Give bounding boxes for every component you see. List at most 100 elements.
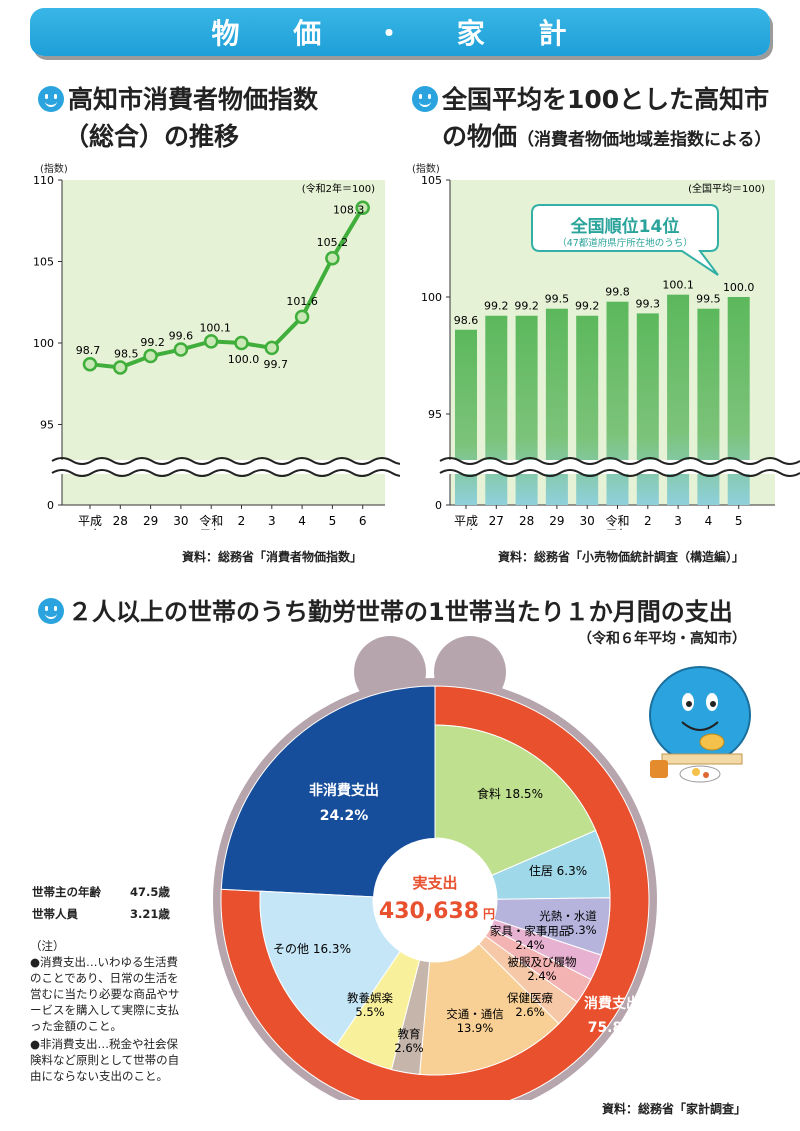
data-label: 99.5 (545, 293, 570, 306)
data-label: 99.2 (140, 336, 165, 349)
bar (576, 315, 599, 505)
household-members-value: 3.21歳 (130, 907, 170, 921)
data-label: 101.6 (286, 295, 318, 308)
right-chart-title-line1: 全国平均を100とした高知市 (442, 85, 770, 114)
right-chart-unit: (指数) (412, 164, 440, 175)
data-label: 98.6 (454, 314, 479, 327)
bar (485, 315, 508, 505)
note-non-consumption: ●非消費支出…税金や社会保険料など原則として世帯の自由にならない支出のこと。 (30, 1037, 180, 1083)
x-tick-label: 元年 (605, 528, 629, 530)
left-chart-source: 資料：総務省「消費者物価指数」 (182, 550, 363, 564)
right-chart-title-sub: （消費者物価地域差指数による） (517, 130, 772, 150)
axis-break-wave (439, 469, 800, 477)
page-banner: 物 価 ・ 家 計 (30, 8, 770, 56)
left-chart-unit: (指数) (40, 164, 68, 175)
data-label: 105.2 (317, 236, 349, 249)
bar (545, 308, 568, 505)
x-tick-label: 4 (705, 514, 713, 528)
bar (727, 297, 750, 505)
data-label: 99.6 (169, 330, 194, 343)
slice-label: 被服及び履物 (508, 955, 577, 969)
left-chart-title-line1: 高知市消費者物価指数 (68, 85, 319, 114)
slice-label: 教養娯楽 (347, 991, 393, 1005)
data-point (294, 309, 310, 325)
data-label: 100.1 (662, 279, 694, 292)
data-point (355, 200, 370, 215)
slice-value: 13.9% (457, 1021, 494, 1035)
axis-break-gap (56, 460, 391, 474)
slice-label: 住居 6.3% (529, 864, 587, 878)
non-consumption-label: 非消費支出 (309, 782, 379, 799)
x-tick-label: 元年 (199, 528, 223, 530)
bottom-title: ２人以上の世帯のうち勤労世帯の1世帯当たり１か月間の支出 (68, 598, 733, 626)
slice-label: 交通・通信 (446, 1007, 504, 1021)
x-tick-label: 26年 (452, 528, 479, 530)
y-tick-label: 105 (33, 256, 54, 269)
x-tick-label: 28 (113, 514, 128, 528)
bar (606, 301, 629, 505)
x-tick-label: 4 (298, 514, 306, 528)
data-label: 99.3 (636, 297, 661, 310)
bar (697, 308, 720, 505)
slice-value: 2.4% (527, 969, 556, 983)
data-point (264, 340, 280, 356)
household-age-value: 47.5歳 (130, 885, 170, 899)
slice-label: 保健医療 (507, 991, 553, 1005)
household-age-label: 世帯主の年齢 (32, 885, 101, 899)
smiley-icon (38, 86, 64, 112)
slice-label: その他 16.3% (273, 942, 351, 956)
base-note: (令和2年＝100) (302, 182, 375, 195)
x-tick-label: 29 (549, 514, 564, 528)
household-members-label: 世帯人員 (32, 907, 78, 921)
data-point (234, 335, 249, 351)
x-tick-label: 平成 (78, 514, 102, 528)
slice-label: 教育 (398, 1027, 421, 1041)
right-chart-title-main: の物価 (442, 122, 518, 151)
data-label: 108.3 (333, 204, 365, 217)
right-chart-source: 資料：総務省「小売物価統計調査（構造編）」 (498, 550, 745, 564)
x-tick-label: 27年 (76, 528, 103, 530)
data-point (325, 250, 340, 266)
data-label: 98.7 (76, 344, 101, 357)
left-chart-title-line2: （総合）の推移 (64, 122, 240, 151)
center-disc (373, 838, 497, 962)
center-unit: 円 (483, 907, 495, 921)
data-label: 99.2 (484, 300, 509, 313)
y-tick-label: 95 (428, 408, 442, 421)
non-consumption-value: 24.2% (320, 808, 369, 824)
rank-label: 全国順位14位 (570, 216, 680, 237)
data-label: 100.1 (199, 321, 231, 334)
data-point (82, 356, 98, 372)
axis-break-wave (51, 469, 400, 477)
smiley-icon (38, 598, 64, 624)
data-point (203, 334, 219, 349)
data-point (143, 348, 158, 364)
y-tick-label: 95 (40, 419, 54, 432)
data-point (113, 360, 128, 375)
x-tick-label: 30 (173, 514, 188, 528)
slice-食料 (434, 724, 597, 877)
x-tick-label: 30 (580, 514, 595, 528)
bottom-source: 資料：総務省「家計調査」 (602, 1102, 747, 1116)
consumption-value: 75.8% (588, 1020, 637, 1036)
axis-break-wave (51, 457, 400, 465)
x-tick-label: 令和 (605, 513, 629, 528)
y-tick-label: 110 (33, 174, 54, 187)
smiley-icon (412, 86, 438, 112)
y-tick-label: 100 (33, 337, 54, 350)
consumption-label: 消費支出 (584, 995, 640, 1012)
bar (455, 329, 477, 505)
y-tick-label: 100 (421, 291, 442, 304)
rank-sub: （47都道府県庁所在地のうち） (557, 237, 693, 249)
expenditure-chart: 実支出 430,638 円 食料 18.5% 住居 6.3% 光熱・水道5.3%家具・家事… (213, 636, 751, 1100)
mascot-illustration (649, 666, 751, 783)
notes-heading: （注） (30, 939, 65, 953)
x-tick-label: 平成 (454, 514, 478, 528)
data-label: 99.8 (605, 286, 630, 299)
x-tick-label: 5 (329, 514, 337, 528)
x-tick-label: 3 (268, 514, 276, 528)
x-tick-label: 3 (674, 514, 682, 528)
x-tick-label: 27 (489, 514, 504, 528)
bar (515, 315, 538, 505)
data-label: 98.5 (114, 347, 139, 360)
